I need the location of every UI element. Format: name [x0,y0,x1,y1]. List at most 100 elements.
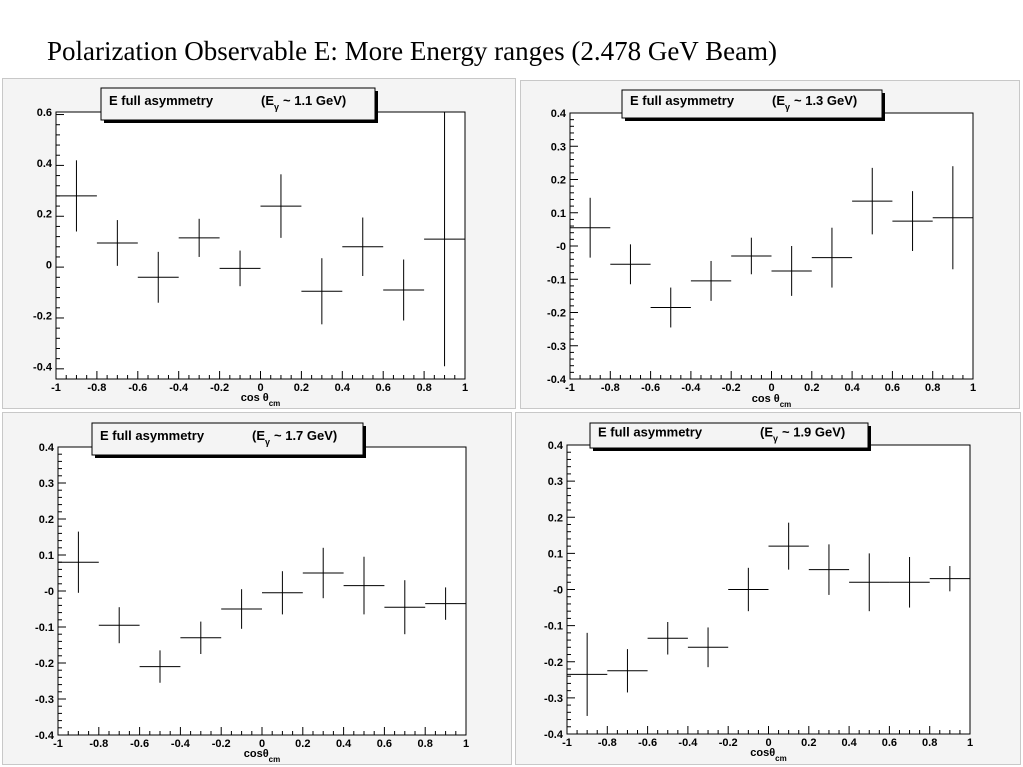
x-tick-label: -0.4 [678,737,698,749]
x-tick-label: 1 [463,738,469,750]
x-tick-label: -0.2 [210,382,229,394]
x-axis-label-subscript: cm [780,400,792,409]
chart-1: -1 -0.8 -0.6 -0.4 -0.2 0 0.2 0.4 0.6 0.8 1 -0.4 -0.2… [33,87,468,408]
x-axis-label-subscript: cm [269,755,281,764]
x-tick-label: -0.8 [89,738,108,750]
x-tick-label: 1 [970,382,976,394]
legend-frame [589,422,869,449]
legend-energy-prefix: (E [772,93,785,108]
x-axis-label-subscript: cm [775,754,787,763]
x-tick-label: 0.2 [801,737,816,749]
data-point [610,244,651,285]
x-tick-label: 0.4 [841,737,857,749]
data-point [383,259,425,321]
x-tick-label: 1 [967,737,973,749]
y-tick-label: 0.1 [39,550,54,562]
legend-energy: (Eγ ~ 1.1 GeV) [261,93,346,112]
legend-energy: (Eγ ~ 1.9 GeV) [760,425,845,444]
data-point [892,191,933,251]
x-tick-label: 0.2 [295,738,310,750]
data-point [221,589,262,629]
x-axis-label-subscript: cm [269,399,281,408]
x-tick-label: 0 [257,382,263,394]
y-tick-label: 0.2 [39,514,54,526]
y-tick-label: -0.1 [35,622,54,634]
y-tick-label: 0.2 [551,175,566,187]
y-tick-label: -0.1 [544,621,563,633]
y-tick-label: 0.4 [548,440,564,452]
data-point [808,544,850,595]
y-tick-label: -0 [553,585,563,597]
data-point [343,556,385,615]
legend-energy-prefix: (E [760,425,773,440]
x-tick-label: -1 [562,737,572,749]
x-tick-label: -0.4 [171,738,191,750]
y-tick-label: -0.4 [547,374,567,386]
legend-box: E full asymmetry (Eγ ~ 1.1 GeV) [100,87,378,123]
x-tick-label: 0.4 [844,382,860,394]
data-point [58,531,99,593]
y-tick-label: -0.2 [544,657,563,669]
data-point [56,160,97,232]
x-tick-label: 0.6 [885,382,900,394]
data-point [98,607,140,644]
y-tick-label: -0.4 [33,361,53,373]
x-tick-label: -0.8 [87,382,106,394]
data-point [811,227,853,288]
y-tick-label: 0.1 [548,548,563,560]
data-point [302,547,344,599]
legend-energy: (Eγ ~ 1.3 GeV) [772,93,857,112]
legend-box: E full asymmetry (Eγ ~ 1.7 GeV) [91,422,366,458]
y-tick-label: -0.3 [547,341,566,353]
chart-panel-3: -1 -0.8 -0.6 -0.4 -0.2 0 0.2 0.4 0.6 0.8 1 -0.4 -0.3… [2,412,512,765]
chart-panel-1: -1 -0.8 -0.6 -0.4 -0.2 0 0.2 0.4 0.6 0.8 1 -0.4 -0.2… [2,78,516,409]
chart-2: -1 -0.8 -0.6 -0.4 -0.2 0 0.2 0.4 0.6 0.8 1 -0.4 -0.3… [547,89,976,409]
legend-title: E full asymmetry [100,428,205,443]
x-tick-label: 0.4 [336,738,352,750]
data-point [768,522,809,570]
x-tick-label: -0.4 [169,382,189,394]
x-tick-label: 0 [765,737,771,749]
x-axis-label: cosθcm [750,747,786,763]
data-point [96,220,138,266]
data-point [219,250,261,287]
data-point [180,621,222,654]
x-tick-label: -1 [565,382,575,394]
data-point [849,553,890,612]
y-tick-label: -0.4 [544,729,564,741]
y-tick-label: 0.3 [39,478,54,490]
x-tick-label: -0.8 [598,737,617,749]
y-tick-label: -0.3 [35,694,54,706]
y-tick-label: -0.2 [33,310,52,322]
legend-box: E full asymmetry (Eγ ~ 1.3 GeV) [621,89,885,121]
data-point [929,566,970,592]
data-point [139,650,181,683]
x-tick-label: -0.2 [212,738,231,750]
data-point [650,287,691,328]
legend-energy-prefix: (E [261,93,274,108]
data-point [425,587,466,620]
data-point [262,571,303,615]
x-tick-label: -0.8 [601,382,620,394]
data-point [567,632,608,716]
x-tick-label: 0.2 [294,382,309,394]
x-tick-label: -1 [53,738,63,750]
data-point [137,251,179,303]
data-point [301,258,343,325]
y-tick-label: 0.4 [39,442,55,454]
data-point [852,167,893,235]
x-tick-label: 0.8 [418,738,433,750]
chart-panel-4: -1 -0.8 -0.6 -0.4 -0.2 0 0.2 0.4 0.6 0.8 1 -0.4 -0.3… [515,412,1021,765]
chart-panel-2: -1 -0.8 -0.6 -0.4 -0.2 0 0.2 0.4 0.6 0.8 1 -0.4 -0.3… [520,80,1020,409]
legend-energy-value: ~ 1.3 GeV) [794,93,857,108]
y-tick-label: 0 [46,260,52,272]
legend-frame [621,89,883,119]
y-tick-label: -0 [556,241,566,253]
y-tick-label: 0.2 [37,209,52,221]
x-tick-label: 0.8 [925,382,940,394]
legend-title: E full asymmetry [598,425,703,440]
y-tick-label: 0.2 [548,512,563,524]
y-tick-label: 0.6 [37,107,52,119]
legend-energy-subscript: γ [773,434,778,444]
plot-frame [569,112,974,380]
